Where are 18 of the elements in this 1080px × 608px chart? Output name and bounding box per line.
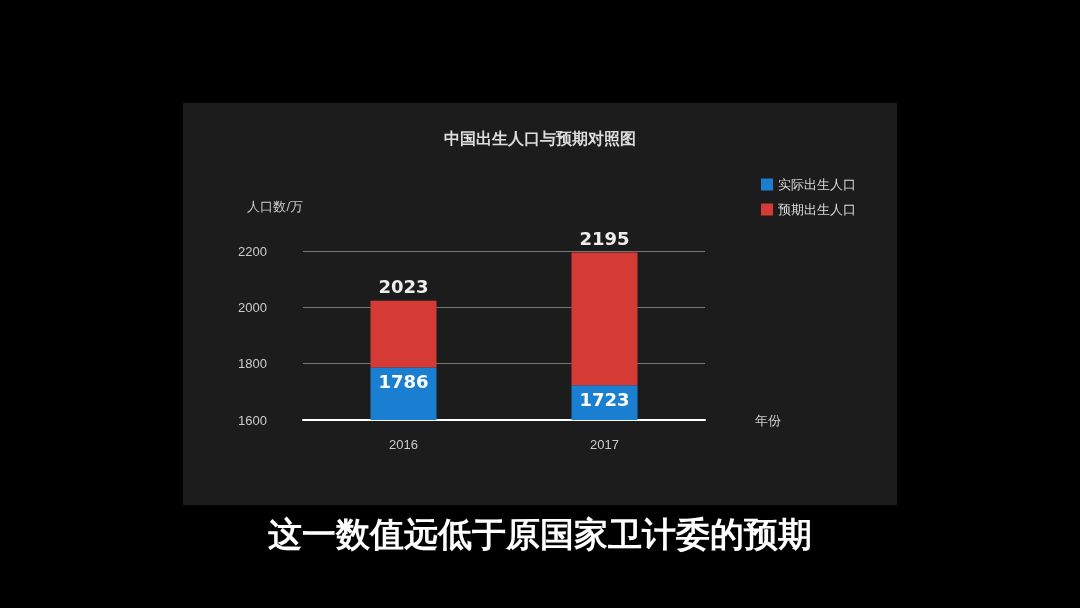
legend-label: 实际出生人口 <box>778 177 856 192</box>
x-axis-title: 年份 <box>755 412 781 428</box>
x-tick-label: 2016 <box>389 437 418 452</box>
data-label: 2023 <box>378 276 429 298</box>
y-tick-label: 2200 <box>238 243 267 259</box>
text: 这一数值远低于原国家卫计委的预期 <box>267 513 813 556</box>
bar <box>370 300 437 368</box>
bar <box>571 252 638 386</box>
legend-label: 预期出生人口 <box>778 202 856 217</box>
data-label: 1723 <box>579 388 630 410</box>
y-tick-label: 1600 <box>238 412 267 428</box>
data-label: 1786 <box>378 371 429 393</box>
y-tick-label: 2000 <box>238 299 267 315</box>
y-tick-label: 1800 <box>238 356 267 372</box>
data-label: 2195 <box>579 227 630 249</box>
y-axis-title: 人口数/万 <box>247 199 303 214</box>
x-tick-label: 2017 <box>590 437 619 452</box>
chart-title: 中国出生人口与预期对照图 <box>444 129 636 148</box>
